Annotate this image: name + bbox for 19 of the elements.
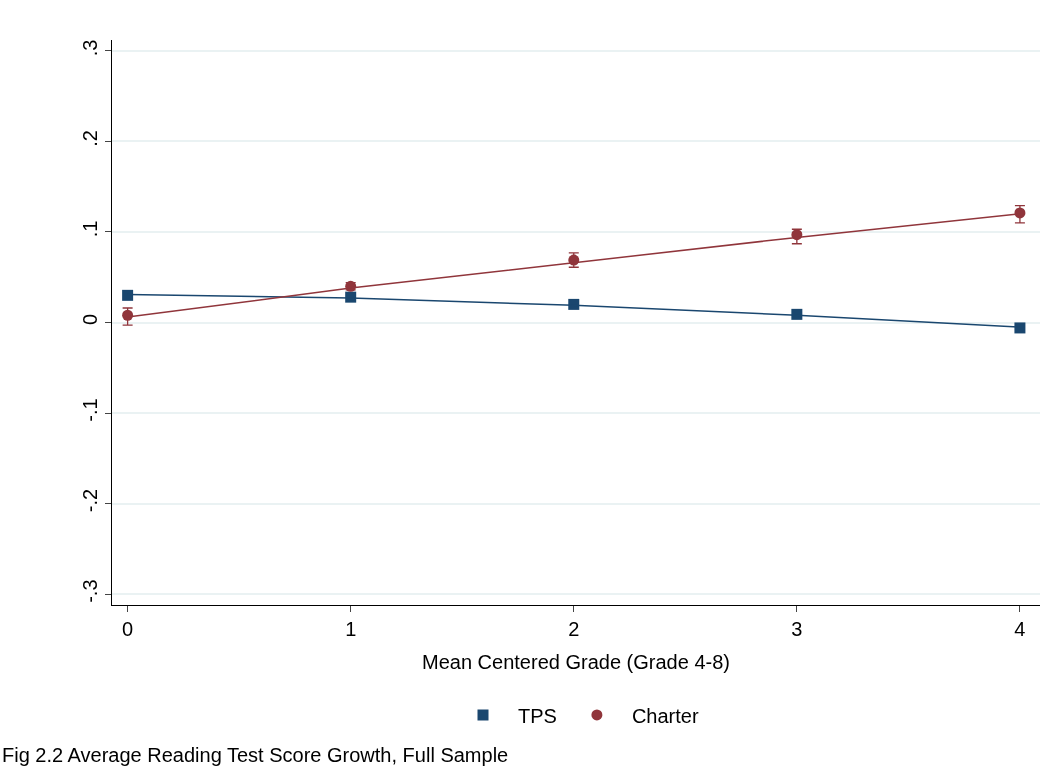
- y-tick-label: .1: [79, 220, 101, 238]
- y-tick-label: -.2: [79, 488, 101, 513]
- y-tick-label: -.1: [79, 398, 101, 422]
- y-tick-label: .2: [79, 130, 101, 147]
- caption: Fig 2.2 Average Reading Test Score Growth, Full Sample: [2, 744, 509, 766]
- x-tick-label: 3: [791, 618, 803, 640]
- x-axis-title: Mean Centered Grade (Grade 4-8): [422, 650, 730, 673]
- x-tick-label: 1: [345, 618, 357, 640]
- x-tick-label: 2: [568, 618, 580, 640]
- y-tick-label: .3: [79, 39, 101, 57]
- point: [122, 289, 134, 301]
- point: [1014, 322, 1026, 334]
- point: [122, 309, 134, 321]
- y-tick-label: -.3: [79, 579, 101, 603]
- x-tick-label: 4: [1014, 618, 1026, 640]
- legend-label: TPS: [518, 704, 557, 727]
- legend-label: Charter: [631, 704, 699, 727]
- y-tick-label: 0: [79, 313, 101, 326]
- x-tick-label: 0: [122, 618, 134, 640]
